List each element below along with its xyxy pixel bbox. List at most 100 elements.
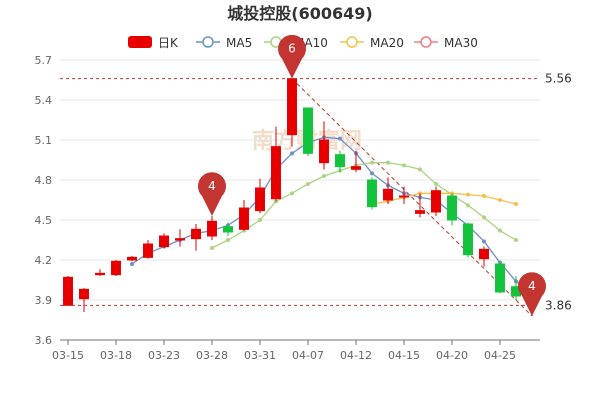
legend-swatch-candle (128, 36, 152, 48)
ma5-line (131, 136, 533, 293)
ma10-point (498, 228, 502, 233)
candle-body (127, 256, 137, 261)
ma5-point (370, 171, 374, 176)
x-tick-label: 04-15 (388, 349, 420, 362)
candle-body (367, 179, 377, 208)
ma10-point (482, 215, 486, 220)
grid-lines (60, 59, 540, 341)
candle-body (207, 220, 217, 237)
ma10-point (370, 160, 374, 165)
candle-body (191, 228, 201, 240)
candle-body (95, 272, 105, 276)
marker-pin: 4 (198, 172, 226, 216)
x-tick-label: 03-31 (244, 349, 276, 362)
candle-body (351, 166, 361, 170)
legend-label: MA5 (226, 36, 252, 50)
y-tick-label: 4.5 (35, 214, 53, 227)
y-tick-label: 3.6 (35, 334, 53, 347)
ma10-point (514, 238, 518, 242)
legend-label: MA20 (370, 36, 404, 50)
ma20-line (371, 192, 517, 205)
candle-body (271, 146, 281, 200)
candle-body (303, 107, 313, 154)
y-tick-label: 4.8 (35, 174, 53, 187)
legend-swatch-dot-ma20 (346, 36, 358, 48)
trend-line-segment (291, 78, 533, 317)
ma10-point (306, 182, 310, 186)
y-tick-label: 5.1 (35, 134, 53, 147)
ma-lines (130, 135, 534, 294)
y-tick-label: 3.9 (35, 294, 53, 307)
candle-body (159, 235, 169, 248)
chart-title: 城投控股(600649) (227, 4, 372, 23)
ma20-point (466, 192, 470, 197)
candle-body (255, 187, 265, 212)
reference-lines: 5.56 3.86 (60, 72, 572, 312)
ma10-point (418, 167, 422, 172)
candle-body (479, 248, 489, 260)
ma10-point (402, 163, 406, 168)
marker-label: 4 (528, 279, 536, 293)
x-tick-label: 03-28 (196, 349, 228, 362)
x-tick-label: 04-20 (436, 349, 468, 362)
ma10-point (290, 191, 294, 196)
ma5-point (482, 239, 486, 244)
ma20-point (498, 198, 502, 202)
reference-label: 3.86 (545, 298, 572, 312)
candle-body (447, 195, 457, 221)
marker-label: 4 (208, 179, 216, 193)
y-tick-label: 5.4 (35, 94, 53, 107)
ma10-point (210, 246, 214, 250)
markers: 4 6 4 (198, 34, 546, 316)
y-axis: 3.6 3.9 4.2 4.5 4.8 5.1 5.4 5.7 (35, 54, 53, 347)
legend-swatch-dot-ma5 (202, 36, 214, 48)
reference-label: 5.56 (545, 72, 572, 86)
ma10-point (386, 160, 390, 165)
x-axis: 03-15 03-18 03-23 03-28 03-31 04-07 04-12 04-15… (52, 339, 540, 362)
ma5-point (338, 136, 342, 141)
candles (63, 78, 537, 316)
candle-body (383, 188, 393, 201)
x-tick-label: 03-18 (100, 349, 132, 362)
ma10-point (322, 174, 326, 178)
ma10-point (434, 182, 438, 186)
ma10-point (226, 238, 230, 242)
candle-body (223, 226, 233, 233)
x-tick-label: 04-07 (292, 349, 324, 362)
legend: 日K MA5 MA10 MA20 MA30 (128, 36, 478, 50)
ma20-point (514, 202, 518, 206)
ma10-point (466, 203, 470, 208)
x-tick-label: 03-23 (148, 349, 180, 362)
x-tick-label: 04-25 (484, 349, 516, 362)
ma10-point (258, 218, 262, 222)
candle-body (495, 263, 505, 293)
candle-body (175, 238, 185, 241)
marker-pin: 4 (518, 272, 546, 316)
candle-body (143, 243, 153, 258)
marker-pin: 6 (278, 34, 306, 79)
y-tick-label: 5.7 (35, 54, 53, 67)
candle-body (319, 139, 329, 164)
marker-label: 6 (288, 42, 296, 56)
ma5-point (130, 262, 134, 266)
marker-shape (198, 172, 226, 216)
candle-body (79, 288, 89, 300)
candle-body (335, 154, 345, 168)
legend-swatch-dot-ma30 (420, 36, 432, 48)
ma10-line (211, 162, 517, 249)
candle-body (399, 195, 409, 198)
candle-body (431, 190, 441, 213)
ma5-point (290, 151, 294, 156)
x-tick-label: 03-15 (52, 349, 84, 362)
marker-shape (518, 272, 546, 316)
candle-body (287, 78, 297, 136)
candle-body (463, 223, 473, 256)
candle-body (239, 207, 249, 230)
x-tick-label: 04-12 (340, 349, 372, 362)
candle-body (63, 276, 73, 306)
candle-body (415, 210, 425, 214)
ma20-point (482, 194, 486, 198)
legend-label: MA30 (444, 36, 478, 50)
y-tick-label: 4.2 (35, 254, 53, 267)
